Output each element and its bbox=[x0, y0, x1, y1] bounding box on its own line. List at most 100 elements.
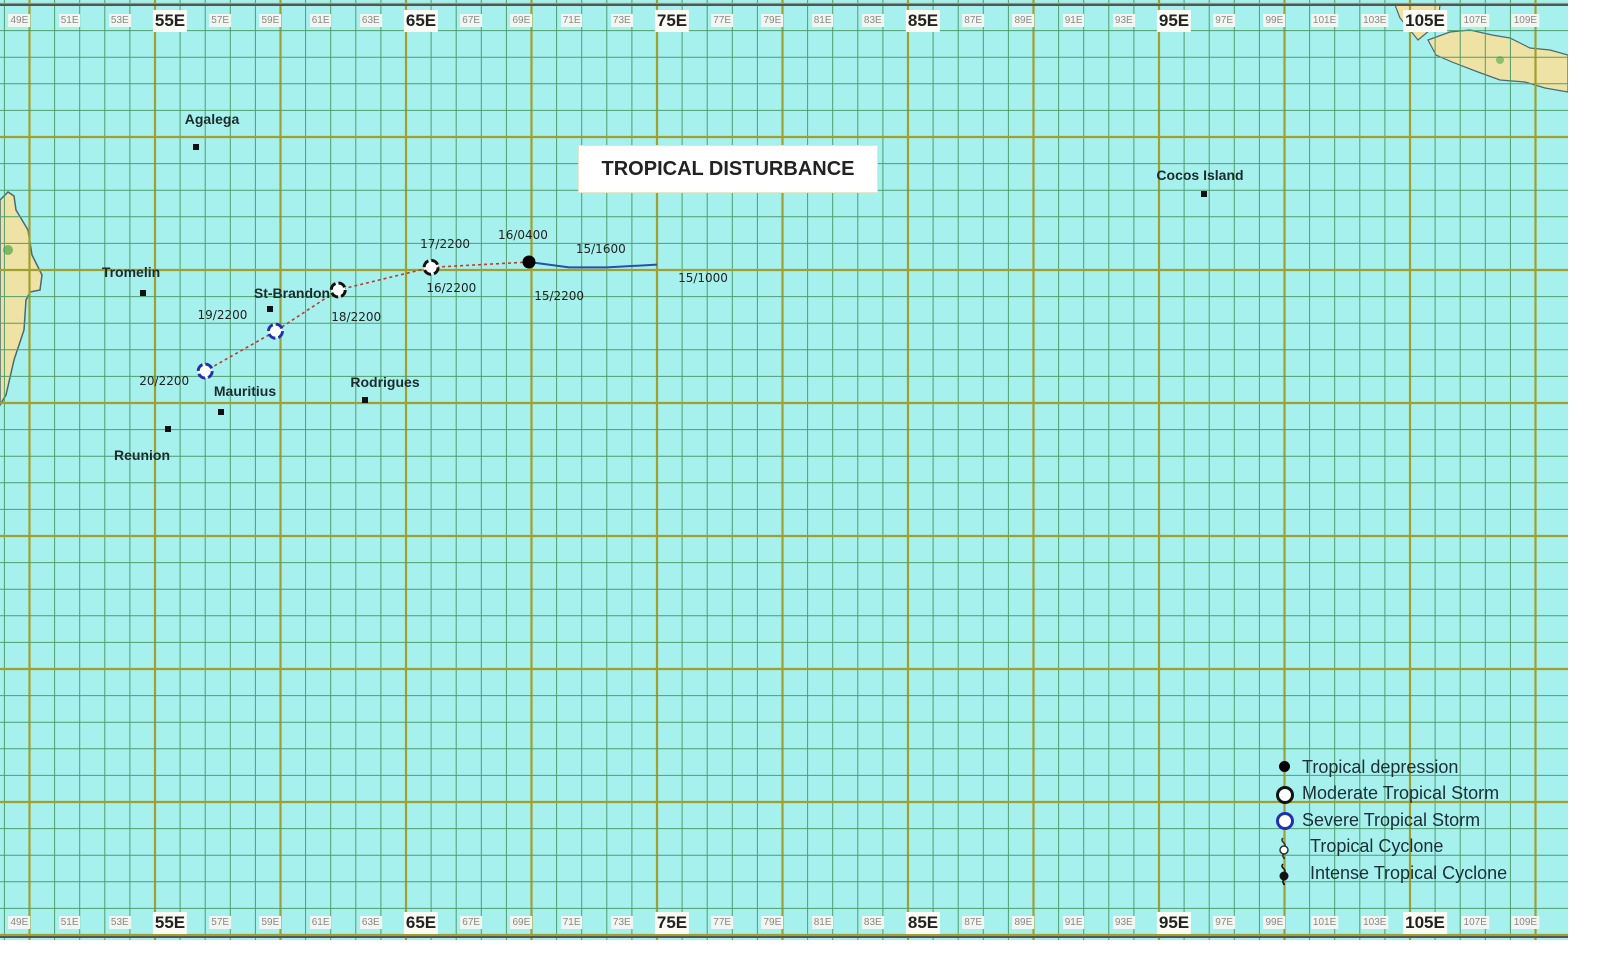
longitude-tick-label: 107E bbox=[1461, 14, 1489, 27]
longitude-tick-label: 73E bbox=[610, 14, 633, 27]
tromelin-marker bbox=[140, 290, 146, 296]
place-label-tromelin: Tromelin bbox=[101, 264, 161, 280]
blue-ring-icon bbox=[1274, 810, 1296, 831]
longitude-tick-label: 59E bbox=[259, 916, 282, 929]
place-label-agalega: Agalega bbox=[184, 111, 240, 127]
longitude-tick-label: 53E bbox=[108, 916, 131, 929]
place-label-reunion: Reunion bbox=[114, 447, 170, 463]
track-time-label: 15/1000 bbox=[678, 270, 728, 285]
longitude-tick-label: 107E bbox=[1461, 916, 1489, 929]
legend-label: Tropical depression bbox=[1302, 756, 1459, 777]
longitude-tick-label: 55E bbox=[152, 912, 188, 934]
severe-storm-marker bbox=[196, 362, 214, 380]
track-time-label: 18/2200 bbox=[331, 309, 382, 324]
longitude-tick-label: 93E bbox=[1112, 916, 1135, 929]
longitude-tick-label: 79E bbox=[761, 916, 784, 929]
map-canvas bbox=[0, 0, 1568, 940]
longitude-tick-label: 99E bbox=[1263, 916, 1286, 929]
longitude-tick-label: 49E bbox=[8, 14, 31, 27]
place-label-st-brandon: St-Brandon bbox=[253, 285, 331, 301]
longitude-tick-label: 101E bbox=[1310, 916, 1339, 929]
longitude-tick-label: 83E bbox=[861, 916, 884, 929]
longitude-tick-label: 109E bbox=[1511, 14, 1540, 27]
longitude-tick-label: 49E bbox=[8, 916, 31, 929]
longitude-tick-label: 81E bbox=[811, 916, 834, 929]
legend-item-intense-tropical-cyclone: Intense Tropical Cyclone bbox=[1274, 860, 1507, 887]
longitude-tick-label: 91E bbox=[1062, 14, 1085, 27]
tropical-depression-marker bbox=[522, 255, 536, 269]
longitude-tick-label: 87E bbox=[962, 14, 985, 27]
longitude-tick-label: 87E bbox=[962, 916, 985, 929]
longitude-tick-label: 91E bbox=[1062, 916, 1085, 929]
longitude-tick-label: 61E bbox=[309, 916, 332, 929]
track-time-label: 16/2200 bbox=[426, 280, 477, 295]
map-title: TROPICAL DISTURBANCE bbox=[578, 145, 878, 193]
longitude-tick-label: 103E bbox=[1361, 916, 1389, 929]
longitude-tick-label: 65E bbox=[403, 10, 439, 32]
longitude-tick-label: 81E bbox=[811, 14, 834, 27]
longitude-tick-label: 95E bbox=[1156, 912, 1192, 934]
track-time-label: 16/0400 bbox=[498, 228, 548, 243]
longitude-tick-label: 77E bbox=[711, 14, 734, 27]
severe-storm-marker bbox=[266, 322, 284, 340]
longitude-tick-label: 53E bbox=[108, 14, 131, 27]
longitude-tick-label: 59E bbox=[259, 14, 282, 27]
longitude-tick-label: 57E bbox=[209, 14, 232, 27]
longitude-tick-label: 63E bbox=[359, 916, 382, 929]
longitude-tick-label: 97E bbox=[1213, 14, 1236, 27]
longitude-tick-label: 101E bbox=[1310, 14, 1339, 27]
longitude-tick-label: 75E bbox=[654, 912, 690, 934]
longitude-tick-label: 97E bbox=[1213, 916, 1236, 929]
legend-label: Moderate Tropical Storm bbox=[1302, 783, 1500, 804]
legend: Tropical depression Moderate Tropical St… bbox=[1274, 754, 1507, 887]
legend-label: Intense Tropical Cyclone bbox=[1310, 862, 1508, 883]
track-time-label: 20/2200 bbox=[139, 374, 190, 389]
moderate-storm-marker bbox=[329, 281, 347, 299]
longitude-tick-label: 99E bbox=[1263, 14, 1286, 27]
track-time-label: 15/2200 bbox=[534, 289, 585, 304]
longitude-tick-label: 57E bbox=[209, 916, 232, 929]
cyclone-track-map: 49E 51E 53E 55E 57E 59E 61E 63E 65E 67E 69E 71E 73E 7… bbox=[0, 0, 1568, 940]
cyclone-filled-icon bbox=[1274, 863, 1296, 886]
place-label-mauritius: Mauritius bbox=[213, 383, 277, 399]
longitude-tick-label: 55E bbox=[152, 10, 188, 32]
longitude-tick-label: 89E bbox=[1012, 14, 1035, 27]
track-time-label: 19/2200 bbox=[197, 308, 248, 323]
legend-item-moderate-tropical-storm: Moderate Tropical Storm bbox=[1274, 781, 1507, 808]
legend-item-tropical-depression: Tropical depression bbox=[1274, 754, 1507, 781]
java-forest bbox=[1496, 56, 1504, 64]
longitude-tick-label: 63E bbox=[359, 14, 382, 27]
agalega-marker bbox=[193, 144, 199, 150]
longitude-tick-label: 51E bbox=[58, 14, 81, 27]
longitude-tick-label: 73E bbox=[610, 916, 633, 929]
longitude-tick-label: 51E bbox=[58, 916, 81, 929]
black-ring-icon bbox=[1274, 784, 1296, 804]
longitude-tick-label: 67E bbox=[460, 14, 483, 27]
rodrigues-marker bbox=[362, 397, 368, 403]
longitude-tick-label: 69E bbox=[510, 916, 533, 929]
cyclone-open-icon bbox=[1274, 837, 1296, 859]
legend-item-tropical-cyclone: Tropical Cyclone bbox=[1274, 834, 1507, 861]
longitude-tick-label: 105E bbox=[1403, 912, 1447, 934]
legend-label: Severe Tropical Storm bbox=[1302, 809, 1481, 830]
longitude-tick-label: 75E bbox=[654, 10, 690, 32]
madagascar-land bbox=[0, 191, 43, 407]
cocos-island-marker bbox=[1201, 191, 1207, 197]
longitude-tick-label: 61E bbox=[309, 14, 332, 27]
longitude-tick-label: 103E bbox=[1361, 14, 1389, 27]
longitude-tick-label: 67E bbox=[460, 916, 483, 929]
filled-dot-icon bbox=[1274, 757, 1296, 777]
land-layer bbox=[0, 4, 1568, 407]
longitude-tick-label: 89E bbox=[1012, 916, 1035, 929]
longitude-tick-label: 79E bbox=[761, 14, 784, 27]
longitude-tick-label: 85E bbox=[905, 10, 941, 32]
track-time-label: 15/1600 bbox=[575, 242, 626, 257]
madagascar-forest bbox=[3, 245, 13, 255]
lat-lon-grid bbox=[0, 0, 1568, 940]
place-label-cocos-island: Cocos Island bbox=[1156, 167, 1244, 183]
longitude-tick-label: 109E bbox=[1511, 916, 1540, 929]
longitude-tick-label: 77E bbox=[711, 916, 734, 929]
longitude-tick-label: 65E bbox=[403, 912, 439, 934]
mauritius-marker bbox=[218, 409, 224, 415]
longitude-tick-label: 69E bbox=[510, 14, 533, 27]
